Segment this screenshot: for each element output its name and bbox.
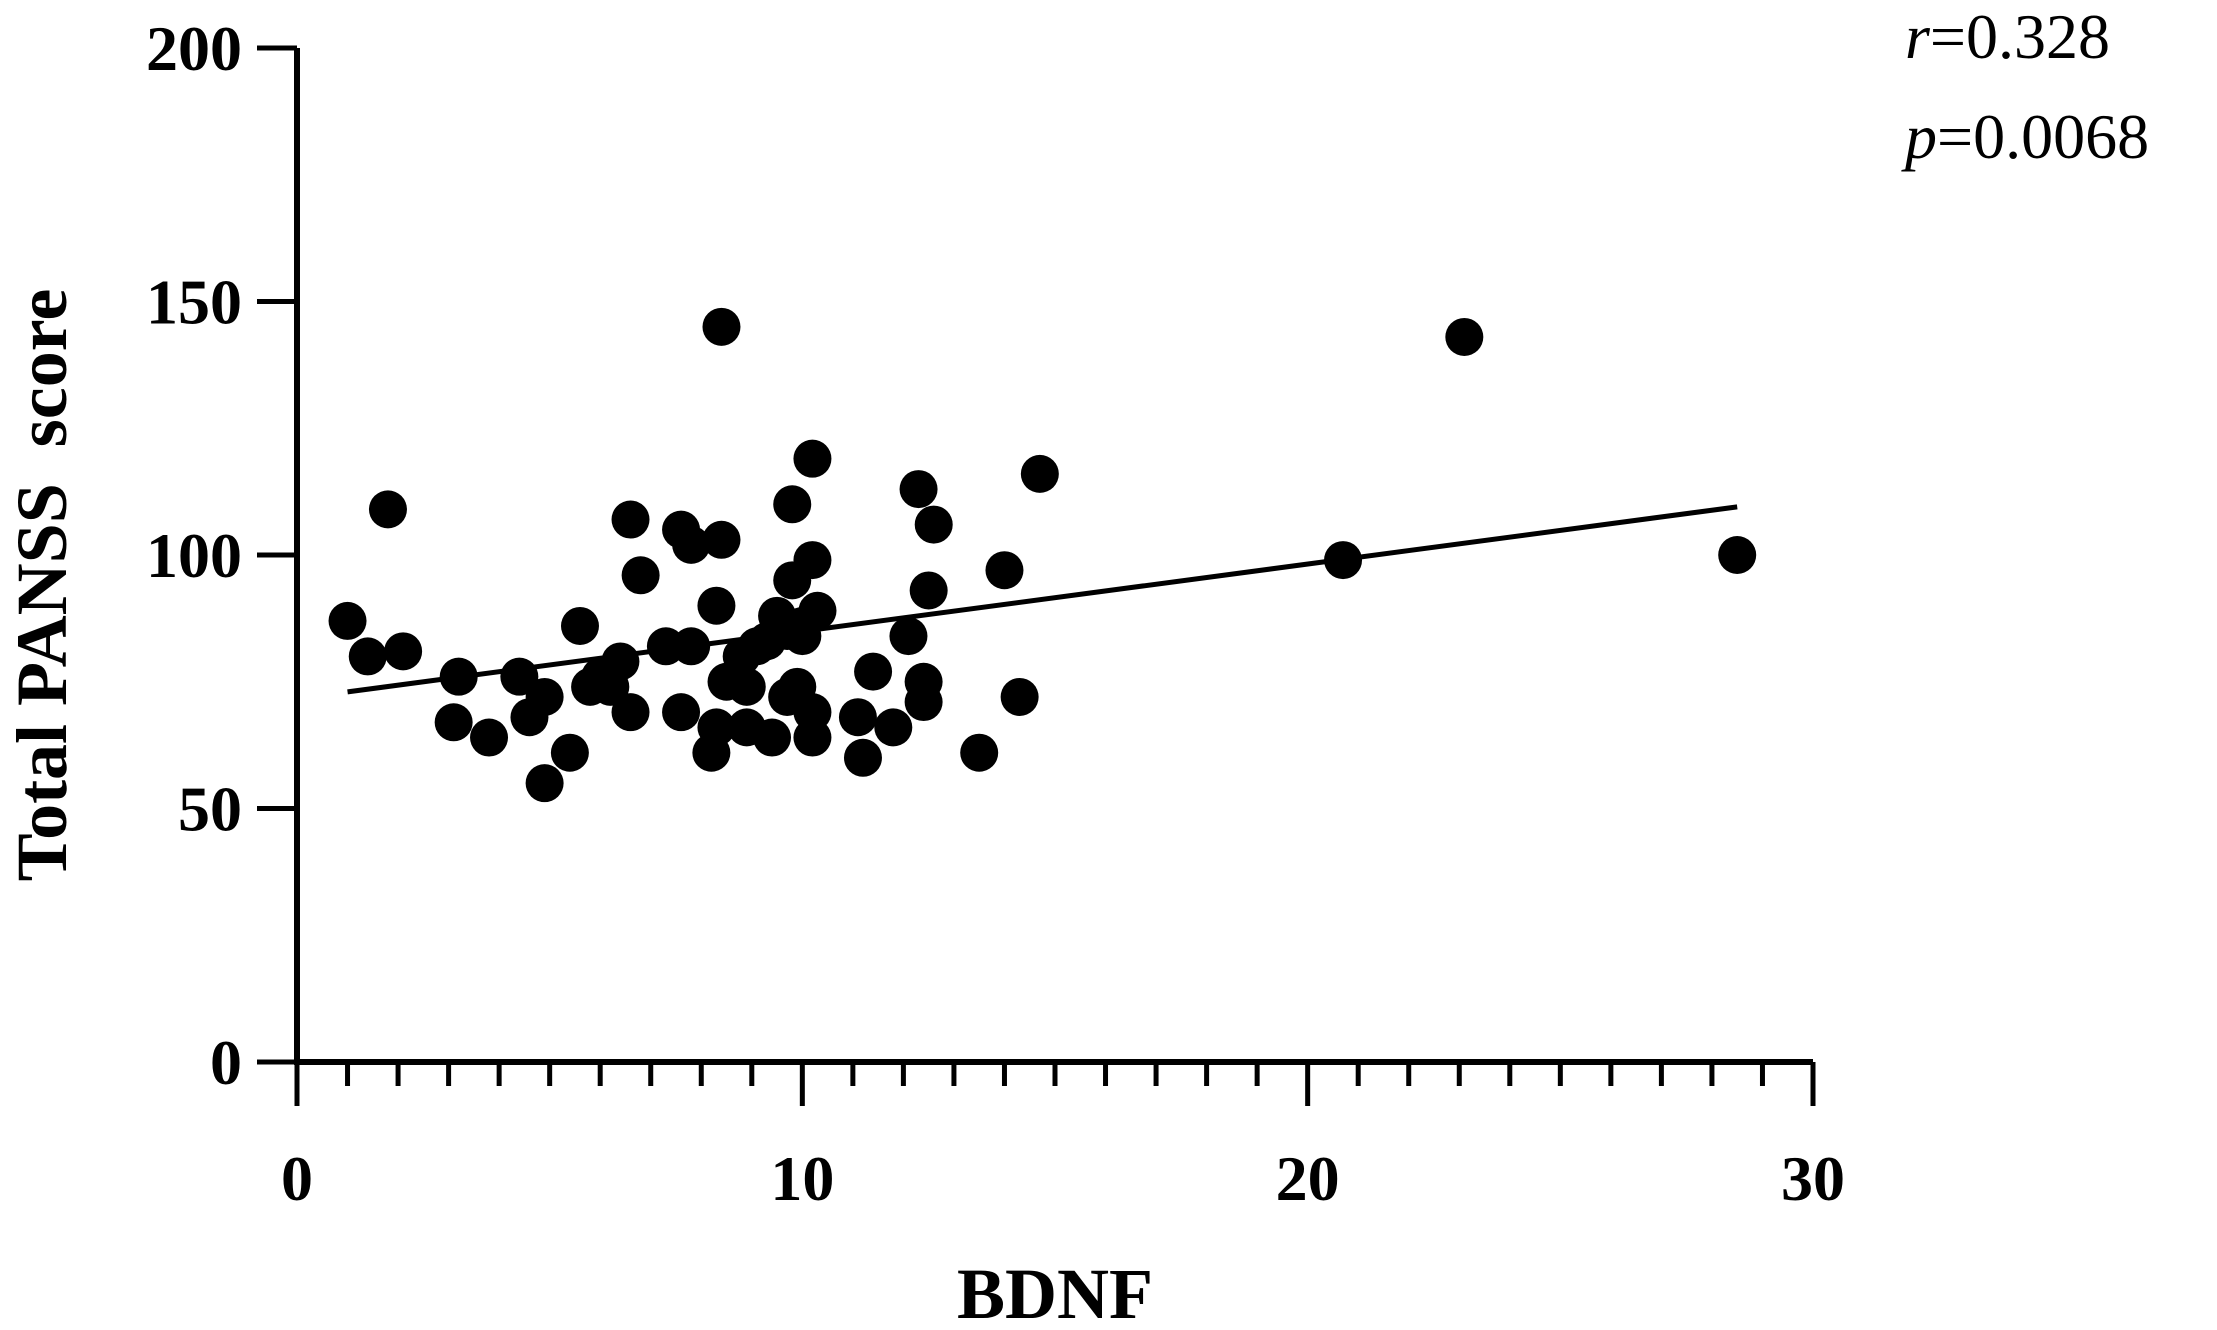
r-symbol: r: [1905, 1, 1931, 72]
y-tick-label: 100: [146, 520, 242, 591]
data-point: [384, 632, 423, 671]
data-point: [470, 718, 509, 757]
data-point: [889, 617, 928, 656]
data-point: [702, 520, 741, 559]
p-symbol: p: [1901, 101, 1937, 172]
data-point: [560, 606, 599, 645]
data-point: [793, 439, 832, 478]
axes: [294, 48, 1813, 1065]
data-point: [899, 470, 938, 509]
data-point: [1718, 536, 1757, 574]
data-point: [793, 541, 832, 580]
data-point: [1000, 677, 1039, 716]
data-point: [611, 693, 650, 732]
data-point: [960, 733, 999, 772]
data-point: [550, 733, 589, 772]
data-point: [697, 708, 736, 747]
data-point: [985, 551, 1024, 590]
x-axis-title: BDNF: [957, 1254, 1153, 1330]
data-point: [727, 667, 766, 706]
data-point: [348, 637, 387, 676]
data-point: [838, 698, 877, 737]
data-point: [854, 652, 893, 691]
data-point: [874, 708, 913, 747]
data-point: [525, 764, 564, 803]
data-point: [672, 525, 711, 564]
correlation-stats: r=0.328 p=0.0068: [1901, 1, 2149, 172]
data-point: [904, 683, 943, 722]
p-value-annotation: p=0.0068: [1901, 101, 2149, 172]
r-value: =0.328: [1930, 1, 2110, 72]
p-value: =0.0068: [1937, 101, 2149, 172]
data-point: [328, 601, 367, 640]
y-ticks: 0 50 100 150 200: [146, 13, 297, 1098]
data-point: [1020, 454, 1059, 493]
data-point: [434, 703, 473, 742]
data-point: [368, 490, 407, 529]
data-point: [611, 500, 650, 539]
data-point: [1445, 317, 1484, 356]
data-point: [798, 591, 837, 630]
data-point: [793, 718, 832, 757]
data-point: [753, 718, 792, 757]
data-point: [914, 505, 953, 544]
y-tick-label: 150: [146, 267, 242, 338]
data-point: [621, 556, 660, 595]
data-point: [909, 571, 948, 610]
data-point: [697, 586, 736, 625]
data-point: [525, 677, 564, 716]
data-point: [662, 693, 701, 732]
y-axis-title: Total PANSS score: [2, 289, 82, 882]
regression-line: [347, 504, 1738, 695]
data-point: [702, 307, 741, 346]
y-tick-label: 0: [210, 1027, 242, 1098]
data-point: [843, 738, 882, 777]
x-tick-label: 20: [1276, 1143, 1340, 1214]
x-tick-label: 10: [770, 1143, 834, 1214]
r-value-annotation: r=0.328: [1905, 1, 2110, 72]
y-tick-label: 200: [146, 13, 242, 84]
data-points: [328, 307, 1757, 803]
x-tick-label: 30: [1781, 1143, 1845, 1214]
y-tick-label: 50: [178, 774, 242, 845]
data-point: [601, 642, 640, 681]
x-tick-label: 0: [281, 1143, 313, 1214]
x-ticks: 0 10 20 30: [281, 1062, 1845, 1214]
data-point: [773, 485, 812, 524]
